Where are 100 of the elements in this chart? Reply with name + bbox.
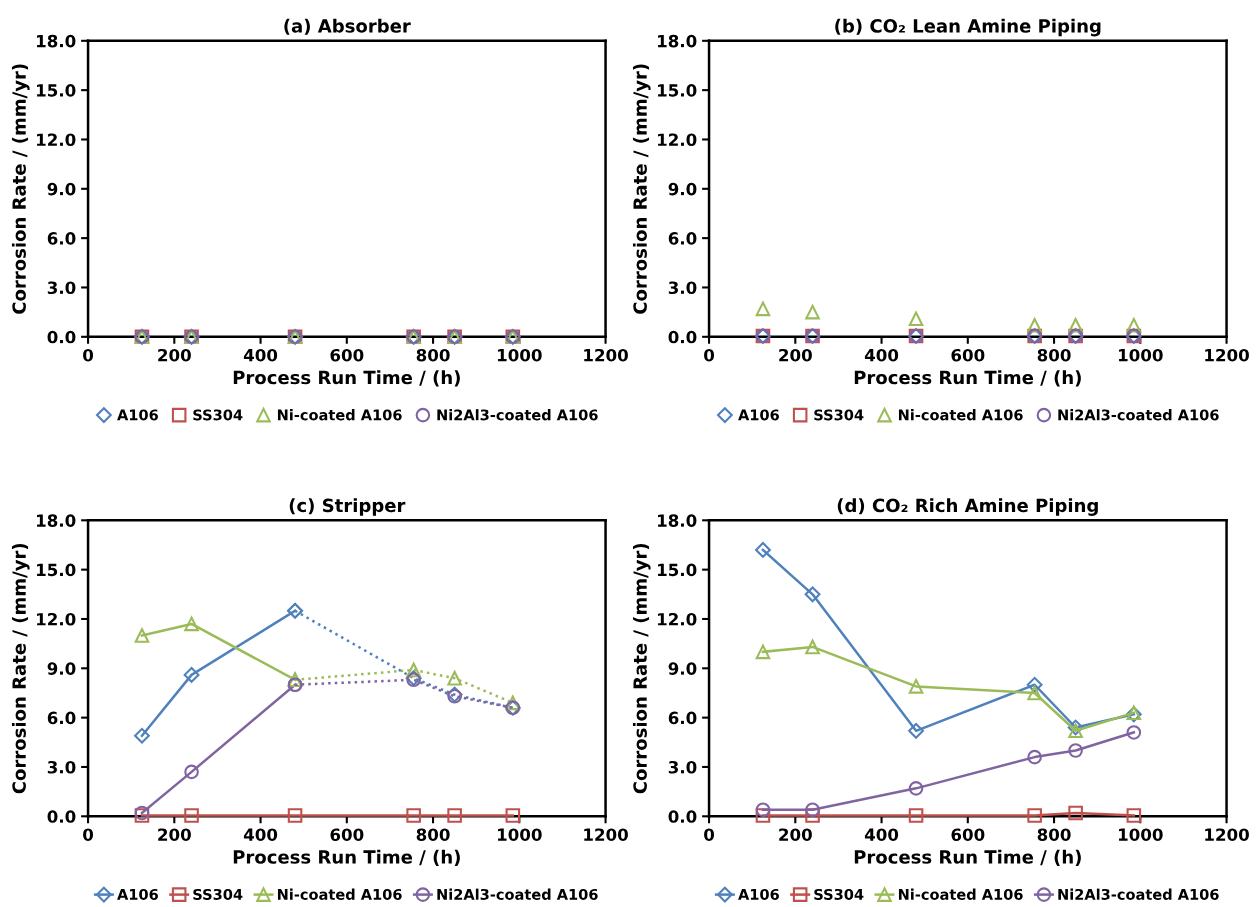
chart-title: (a) Absorber [284, 18, 411, 35]
legend-label: Ni-coated A106 [898, 888, 1023, 900]
y-tick-label: 9.0 [47, 662, 76, 675]
legend-label: SS304 [193, 409, 243, 421]
point [134, 628, 150, 643]
y-tick-label: 12.0 [658, 133, 697, 147]
x-tick-label: 1200 [1205, 828, 1249, 842]
point [908, 722, 924, 739]
y-tick-label: 3.0 [47, 760, 76, 774]
y-tick-label: 6.0 [47, 711, 76, 725]
point [1027, 318, 1042, 333]
y-tick-label: 18.0 [37, 514, 76, 527]
point [805, 639, 820, 655]
y-axis-title: Corrosion Rate / (mm/yr) [11, 64, 30, 314]
x-tick-label: 400 [243, 348, 278, 362]
y-tick-label: 18.0 [37, 34, 76, 48]
x-tick-label: 200 [158, 828, 191, 842]
y-tick-label: 6.0 [668, 711, 697, 725]
x-axis-title: Process Run Time / (h) [233, 849, 460, 866]
x-tick-label: 800 [1037, 348, 1071, 362]
x-tick-label: 400 [864, 828, 899, 842]
legend-label: SS304 [193, 888, 243, 900]
point [805, 304, 820, 320]
y-tick-label: 9.0 [668, 182, 697, 196]
legend-label: Ni2Al3-coated A106 [437, 888, 598, 900]
point [287, 808, 303, 823]
x-tick-label: 200 [779, 828, 812, 842]
y-tick-label: 12.0 [658, 612, 697, 626]
x-tick-label: 800 [1037, 828, 1071, 842]
y-tick-label: 0.0 [47, 330, 76, 344]
legend-label: A106 [117, 409, 158, 421]
x-axis-title: Process Run Time / (h) [233, 370, 460, 387]
point [805, 802, 820, 818]
x-tick-label: 1200 [584, 828, 628, 842]
legend-label: Ni2Al3-coated A106 [437, 409, 598, 421]
x-tick-label: 200 [158, 348, 191, 362]
x-axis-title: Process Run Time / (h) [854, 370, 1081, 387]
chart-title: (c) Stripper [289, 498, 406, 516]
legend-label: A106 [117, 888, 158, 900]
y-tick-label: 15.0 [658, 84, 697, 97]
chart-title: (d) CO₂ Rich Amine Piping [837, 498, 1098, 516]
point [908, 679, 924, 694]
point [1068, 723, 1083, 739]
x-tick-label: 0 [83, 348, 94, 362]
point [1027, 808, 1042, 823]
y-tick-label: 18.0 [658, 34, 697, 48]
y-tick-label: 12.0 [37, 612, 76, 626]
y-tick-label: 3.0 [668, 760, 697, 774]
y-tick-label: 15.0 [37, 563, 76, 577]
point [755, 808, 771, 823]
x-tick-label: 800 [416, 828, 450, 842]
y-axis-title: Corrosion Rate / (mm/yr) [11, 543, 30, 794]
point [755, 542, 771, 558]
legend-label: Ni-coated A106 [277, 888, 402, 900]
y-tick-label: 9.0 [668, 662, 697, 675]
y-tick-label: 3.0 [668, 281, 697, 295]
point [184, 616, 199, 632]
point [1126, 725, 1142, 740]
x-tick-label: 600 [330, 828, 364, 842]
x-axis-title: Process Run Time / (h) [854, 849, 1081, 866]
y-axis-title: Corrosion Rate / (mm/yr) [632, 543, 651, 794]
legend-label: Ni-coated A106 [898, 409, 1023, 421]
y-axis-title: Corrosion Rate / (mm/yr) [632, 64, 651, 314]
point [406, 808, 421, 823]
x-tick-label: 800 [416, 348, 450, 362]
point [1068, 743, 1083, 758]
point [755, 644, 771, 660]
point [908, 781, 924, 796]
point [183, 666, 200, 683]
y-tick-label: 0.0 [668, 330, 697, 344]
x-tick-label: 1200 [1205, 348, 1249, 362]
x-tick-label: 1000 [1118, 828, 1163, 842]
point [1026, 676, 1043, 693]
y-tick-label: 12.0 [37, 133, 76, 147]
chart-title: (b) CO₂ Lean Amine Piping [835, 18, 1101, 37]
point [406, 662, 421, 678]
y-tick-label: 0.0 [47, 810, 76, 823]
y-tick-label: 15.0 [658, 563, 697, 577]
x-tick-label: 1200 [584, 348, 628, 362]
point [755, 802, 771, 818]
x-tick-label: 1000 [497, 348, 542, 362]
legend-label: Ni2Al3-coated A106 [1058, 409, 1219, 421]
x-tick-label: 600 [951, 828, 985, 842]
x-tick-label: 600 [951, 348, 985, 362]
y-tick-label: 6.0 [668, 232, 697, 245]
point [184, 808, 199, 823]
legend-label: Ni2Al3-coated A106 [1058, 888, 1219, 900]
point [1126, 808, 1142, 823]
legend-label: Ni-coated A106 [277, 409, 402, 421]
point [1027, 685, 1042, 701]
point [447, 670, 462, 686]
point [908, 311, 924, 326]
legend-label: A106 [738, 409, 779, 421]
point [1126, 318, 1142, 333]
point [755, 301, 771, 317]
point [804, 586, 821, 603]
y-tick-label: 6.0 [47, 232, 76, 245]
point [505, 808, 521, 823]
y-tick-label: 3.0 [47, 281, 76, 295]
legend-label: SS304 [814, 888, 864, 900]
